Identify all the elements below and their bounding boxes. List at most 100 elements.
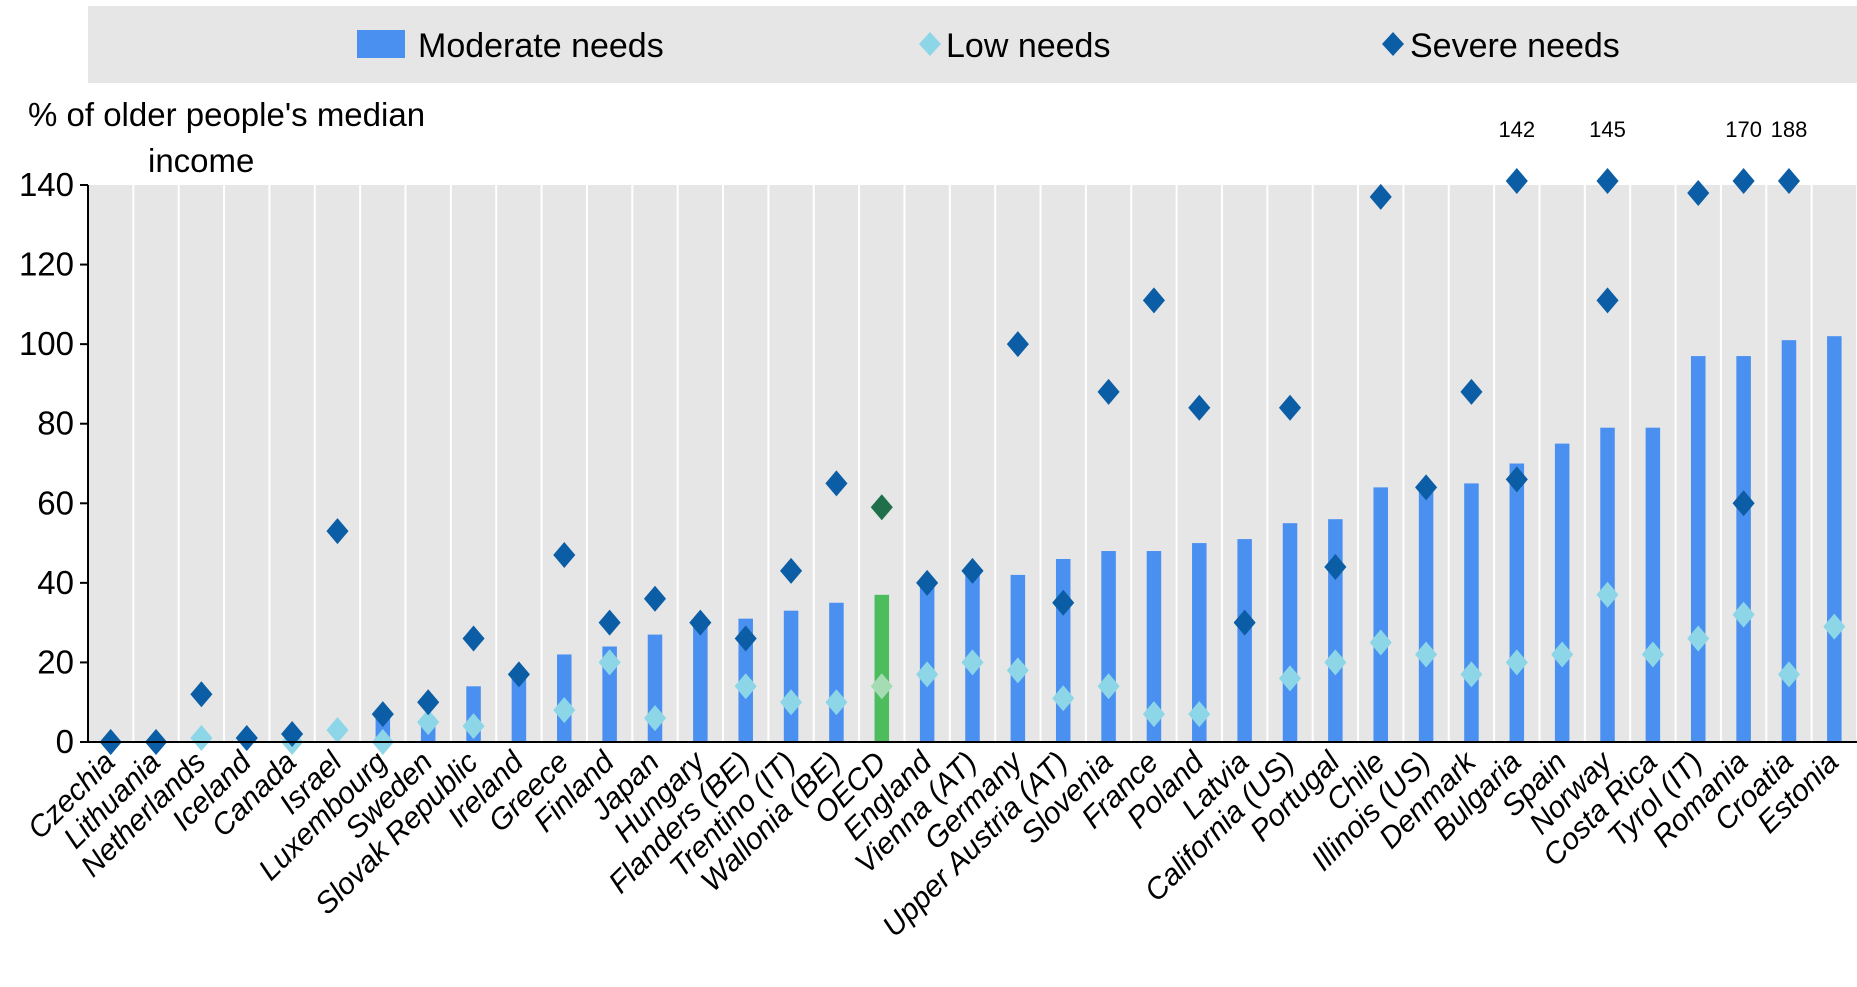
marker-low — [1142, 701, 1165, 728]
marker-severe — [1505, 168, 1528, 195]
legend-label-severe: Severe needs — [1410, 27, 1620, 65]
marker-low — [598, 649, 621, 676]
marker-severe — [281, 721, 304, 748]
marker-severe — [643, 585, 667, 612]
marker-low — [1460, 661, 1483, 688]
bar-costa-rica — [1645, 427, 1661, 742]
marker-severe — [870, 494, 893, 521]
marker-severe — [825, 470, 848, 497]
bar-slovenia — [1101, 551, 1116, 742]
marker-low — [870, 673, 893, 700]
y-tick-label: 140 — [19, 166, 74, 203]
marker-severe — [235, 725, 258, 752]
marker-low — [1551, 641, 1574, 668]
marker-severe — [1006, 331, 1029, 358]
bar-chile — [1373, 487, 1388, 742]
marker-severe — [553, 542, 576, 569]
marker-low — [1324, 649, 1347, 676]
y-tick-label: 0 — [56, 723, 74, 760]
y-tick-label: 100 — [19, 325, 74, 362]
marker-severe — [1369, 183, 1392, 210]
marker-severe — [689, 609, 712, 636]
annotation-label: 142 — [1498, 117, 1535, 142]
marker-severe — [417, 689, 440, 716]
marker-low — [462, 713, 485, 740]
marker-severe — [1732, 490, 1755, 517]
marker-low — [961, 649, 984, 676]
marker-severe — [1777, 168, 1801, 195]
marker-severe — [1596, 287, 1619, 314]
y-axis-label-line-1: % of older people's median — [28, 96, 425, 133]
y-tick-label: 60 — [37, 484, 74, 521]
marker-severe — [326, 518, 349, 545]
legend-marker-severe — [1382, 32, 1404, 56]
marker-severe — [1188, 394, 1211, 421]
annotation-label: 188 — [1771, 117, 1808, 142]
marker-severe — [961, 557, 984, 584]
bar-ireland — [511, 674, 527, 742]
marker-severe — [1097, 378, 1120, 405]
bar-illinois-us- — [1418, 491, 1434, 742]
marker-severe — [1142, 287, 1165, 314]
bar-tyrol-it- — [1690, 356, 1706, 742]
marker-low — [1188, 701, 1211, 728]
marker-low — [553, 697, 576, 724]
y-tick-label: 120 — [19, 246, 74, 283]
marker-low — [1006, 657, 1029, 684]
bar-wallonia-be- — [829, 602, 844, 742]
legend-label-moderate: Moderate needs — [418, 27, 664, 65]
marker-low — [1732, 601, 1755, 628]
marker-severe — [1460, 378, 1483, 405]
bar-romania — [1736, 356, 1751, 742]
marker-severe — [507, 661, 530, 688]
y-axis: 0 20 40 60 80 100 120 140 — [19, 166, 89, 760]
marker-severe — [1324, 553, 1347, 580]
marker-low — [1823, 613, 1846, 640]
marker-severe — [1052, 589, 1075, 616]
bar-hungary — [693, 622, 708, 742]
y-tick-label: 20 — [37, 643, 74, 680]
y-tick-label: 40 — [37, 564, 74, 601]
marker-low — [1687, 625, 1710, 652]
marker-low — [417, 709, 440, 736]
bar-california-us- — [1282, 523, 1298, 742]
marker-low — [643, 705, 667, 732]
marker-severe — [1687, 179, 1710, 206]
grid-lines — [87, 185, 1857, 742]
marker-severe — [916, 569, 939, 596]
marker-low — [190, 725, 213, 752]
marker-low — [1415, 641, 1438, 668]
marker-severe — [1415, 474, 1438, 501]
value-annotations: 142 145 170 188 — [1498, 117, 1807, 142]
markers-severe — [99, 168, 1801, 755]
marker-severe — [1505, 466, 1528, 493]
marker-severe — [1233, 609, 1256, 636]
marker-low — [1278, 665, 1302, 692]
markers-low — [99, 581, 1846, 755]
marker-low — [734, 673, 757, 700]
marker-severe — [1732, 168, 1755, 195]
marker-severe — [371, 701, 394, 728]
marker-severe — [598, 609, 621, 636]
marker-low — [1369, 629, 1392, 656]
legend-label-low: Low needs — [946, 27, 1110, 65]
marker-severe — [190, 681, 213, 708]
legend-marker-low — [919, 32, 941, 56]
y-axis-label-line-2: income — [148, 142, 254, 179]
bar-oecd — [874, 594, 890, 742]
legend-swatch-moderate — [357, 30, 405, 58]
bar-upper-austria-at- — [1055, 558, 1071, 742]
annotation-label: 170 — [1725, 117, 1762, 142]
marker-severe — [734, 625, 757, 652]
bar-poland — [1192, 543, 1207, 742]
bar-estonia — [1827, 336, 1842, 742]
bar-trentino-it- — [783, 610, 799, 742]
bar-spain — [1554, 443, 1570, 742]
marker-low — [1641, 641, 1664, 668]
bar-portugal — [1328, 519, 1343, 742]
annotation-label: 145 — [1589, 117, 1626, 142]
bar-bulgaria — [1509, 463, 1525, 742]
marker-low — [326, 717, 349, 744]
